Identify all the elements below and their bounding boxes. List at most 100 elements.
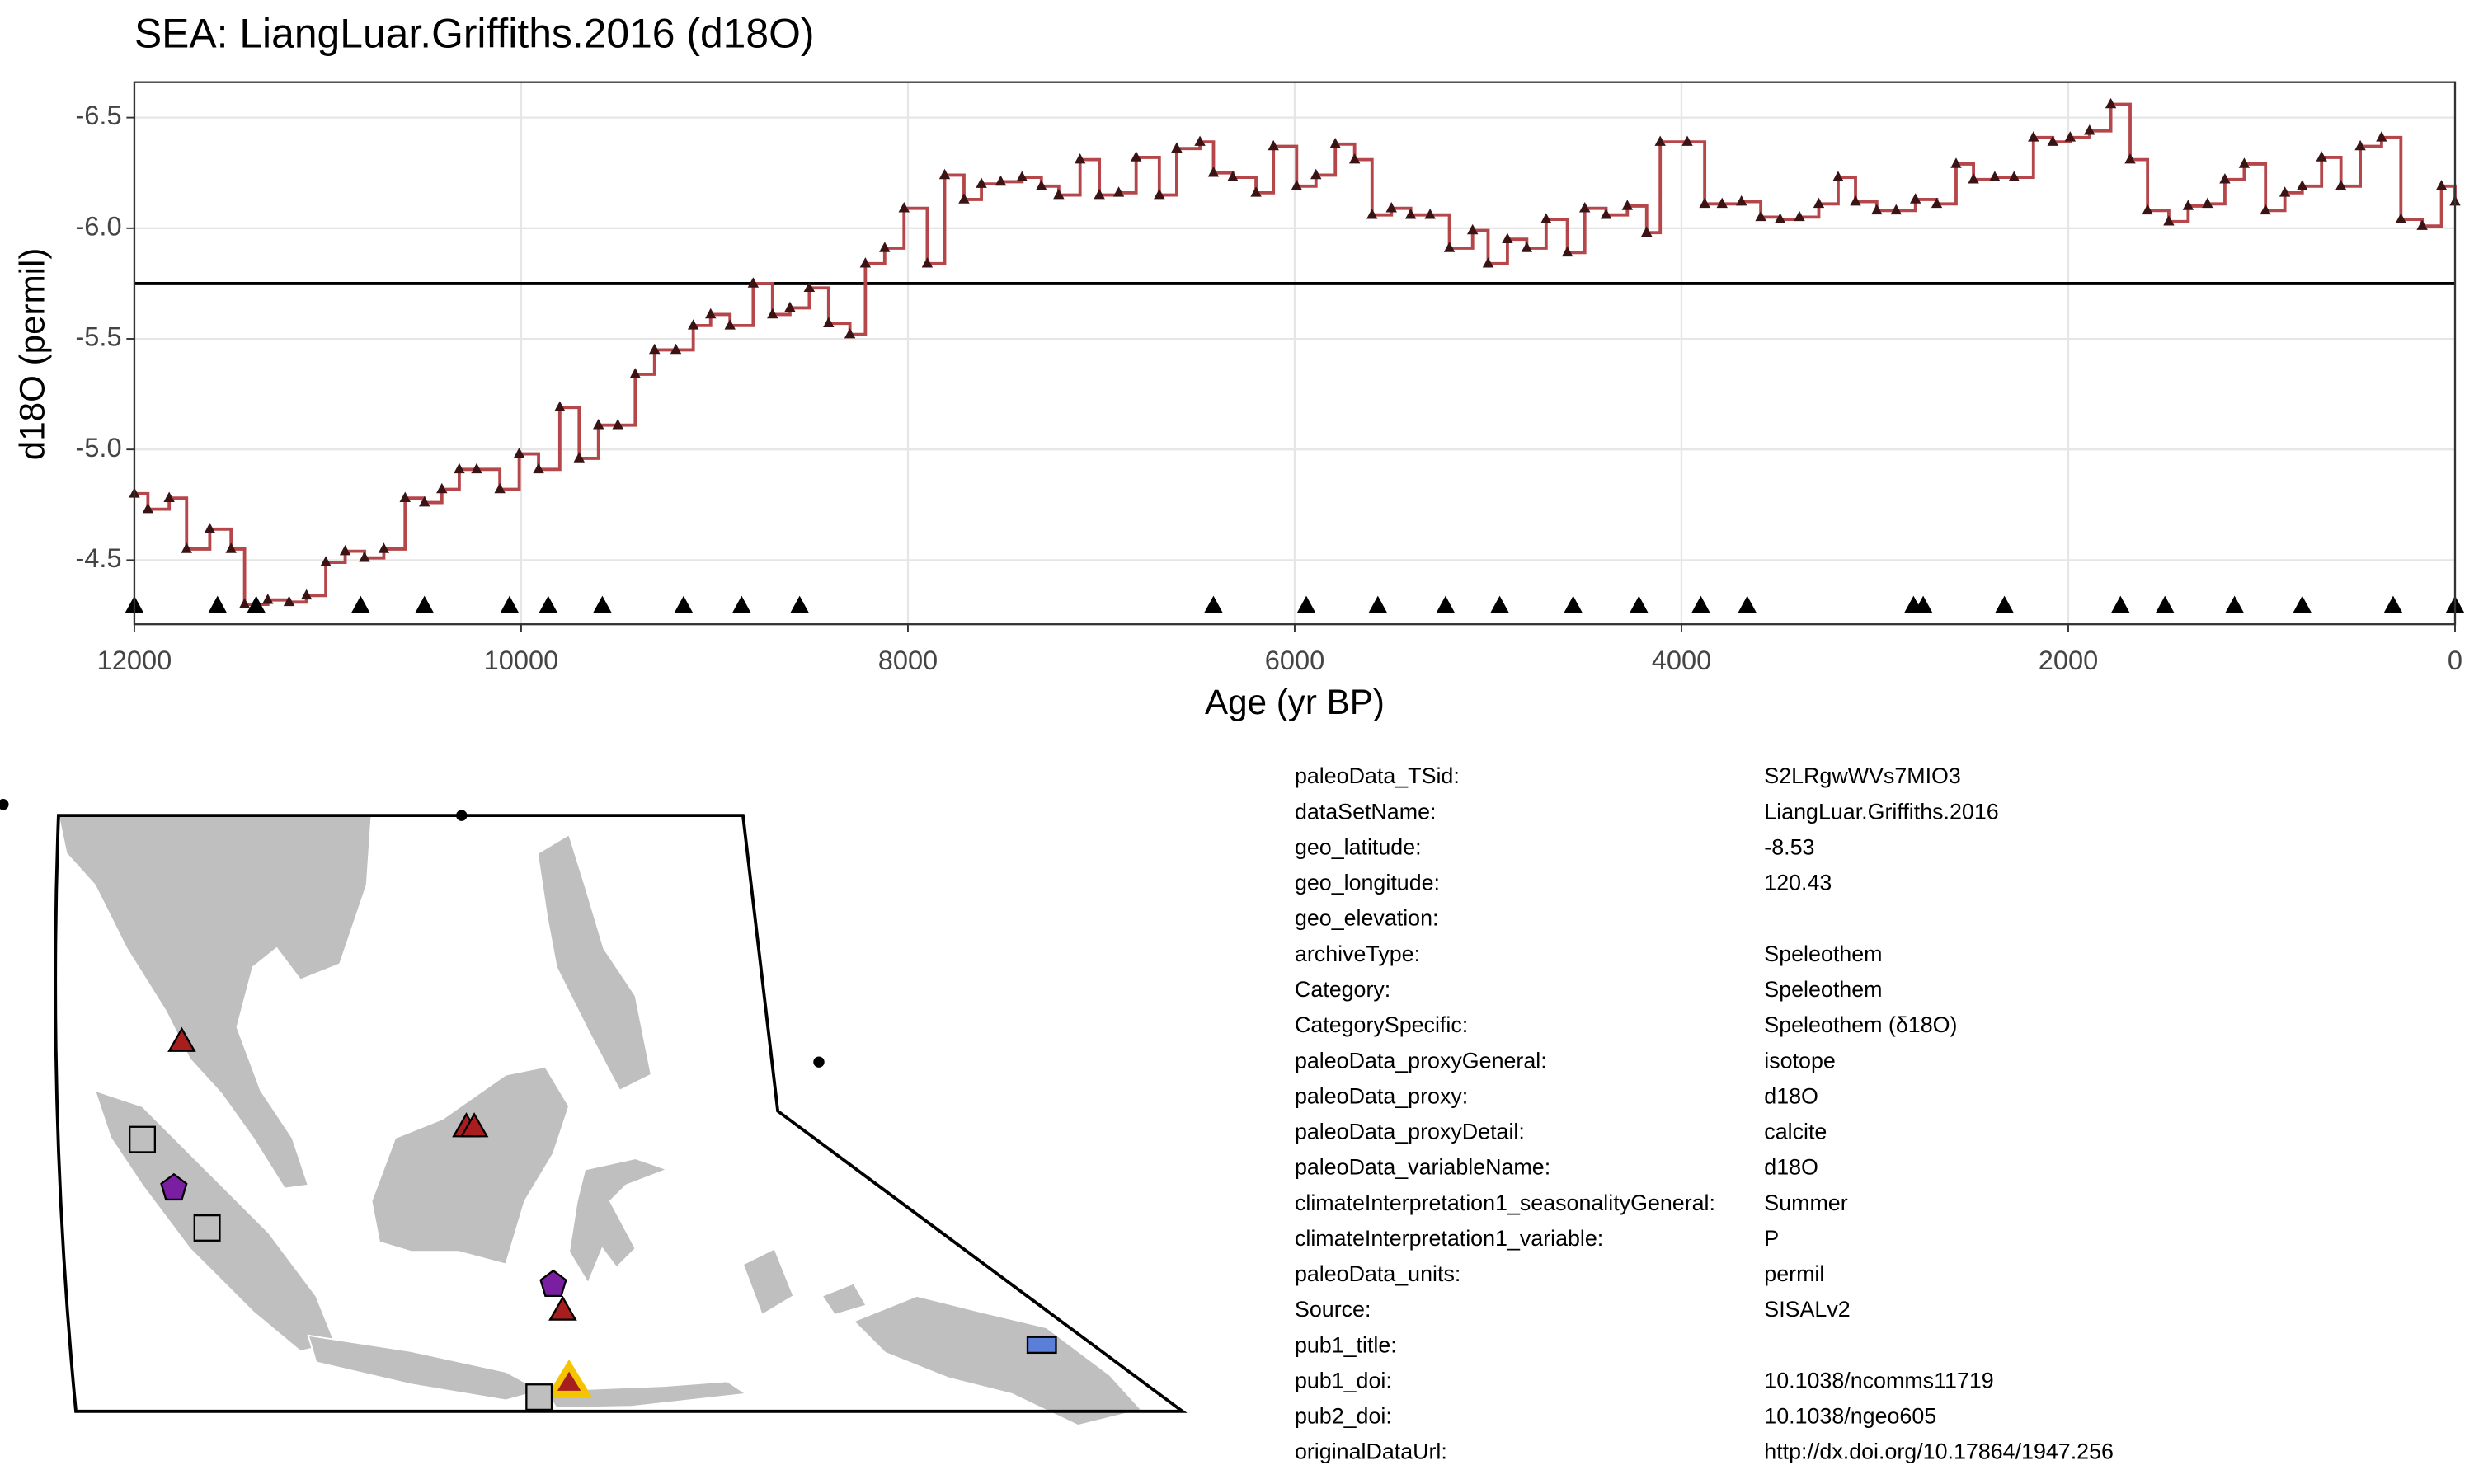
data-point bbox=[1154, 188, 1165, 200]
data-point bbox=[1424, 209, 1436, 219]
metadata-value: Speleothem bbox=[1764, 942, 1882, 966]
step-line bbox=[2321, 156, 2343, 186]
step-line bbox=[2130, 157, 2150, 211]
age-control-point bbox=[731, 595, 751, 613]
age-control-point bbox=[2110, 595, 2130, 613]
step-line bbox=[231, 547, 247, 605]
metadata-value: SISALv2 bbox=[1764, 1297, 1850, 1322]
data-point bbox=[1227, 171, 1239, 181]
data-point bbox=[921, 257, 934, 268]
data-point bbox=[1579, 201, 1591, 213]
data-point bbox=[283, 595, 295, 607]
age-control-point bbox=[1738, 595, 1757, 613]
data-point bbox=[1329, 138, 1341, 148]
data-point bbox=[494, 482, 506, 494]
data-point bbox=[1735, 195, 1747, 206]
age-control-point bbox=[500, 595, 520, 613]
age-control-point bbox=[208, 595, 228, 613]
step-line bbox=[1118, 157, 1138, 195]
step-line bbox=[1273, 144, 1299, 186]
data-point bbox=[1250, 186, 1262, 197]
metadata-value: 10.1038/ncomms11719 bbox=[1764, 1368, 1993, 1392]
metadata-key: climateInterpretation1_seasonalityGenera… bbox=[1295, 1190, 1715, 1215]
data-point bbox=[803, 281, 816, 293]
data-point bbox=[1036, 180, 1047, 190]
step-line bbox=[1936, 163, 1958, 206]
data-point bbox=[1813, 197, 1825, 209]
step-line bbox=[2089, 104, 2113, 133]
data-point bbox=[2416, 219, 2428, 230]
data-point bbox=[2084, 124, 2095, 135]
x-tick-label: 10000 bbox=[484, 646, 559, 675]
data-point bbox=[418, 495, 430, 507]
age-control-point bbox=[1436, 595, 1456, 613]
metadata-table: paleoData_TSid: S2LRgwWVs7MIO3 dataSetName… bbox=[1295, 763, 2114, 1463]
data-point bbox=[204, 523, 216, 533]
data-point bbox=[1310, 168, 1322, 180]
metadata-key: pub1_title: bbox=[1295, 1332, 1397, 1357]
metadata-key: archiveType: bbox=[1295, 942, 1420, 966]
age-control-point bbox=[2383, 595, 2403, 613]
data-point bbox=[2354, 139, 2366, 151]
land bbox=[57, 815, 1143, 1427]
step-line bbox=[539, 407, 562, 472]
data-point bbox=[823, 317, 835, 327]
step-line bbox=[1449, 230, 1475, 250]
step-line bbox=[2265, 192, 2287, 213]
metadata-value: Summer bbox=[1764, 1190, 1847, 1215]
data-point bbox=[436, 482, 448, 494]
metadata-value: P bbox=[1764, 1226, 1779, 1251]
age-control-point bbox=[1203, 595, 1223, 613]
data-point bbox=[687, 319, 699, 330]
step-line bbox=[635, 350, 656, 376]
age-control-point bbox=[1913, 595, 1933, 613]
step-line bbox=[1354, 157, 1374, 215]
age-control-point bbox=[1629, 595, 1649, 613]
data-point bbox=[339, 544, 351, 556]
metadata-value: http://dx.doi.org/10.17864/1947.256 bbox=[1764, 1439, 2114, 1464]
step-line bbox=[1079, 157, 1102, 195]
data-point bbox=[359, 552, 370, 562]
metadata-value: LiangLuar.Griffiths.2016 bbox=[1764, 799, 1998, 824]
data-point bbox=[2064, 131, 2077, 142]
data-point bbox=[1910, 193, 1921, 204]
x-tick-label: 2000 bbox=[2039, 646, 2098, 675]
data-point bbox=[262, 594, 274, 604]
step-line bbox=[809, 286, 830, 324]
data-point bbox=[2008, 171, 2020, 181]
data-point bbox=[1699, 197, 1710, 209]
data-point bbox=[649, 343, 661, 355]
data-point bbox=[958, 193, 970, 204]
step-line bbox=[2340, 146, 2363, 188]
step-line bbox=[1799, 204, 1821, 219]
data-point bbox=[1794, 210, 1805, 222]
data-point bbox=[1716, 197, 1728, 209]
data-point bbox=[2297, 180, 2308, 190]
data-point bbox=[1291, 180, 1303, 190]
data-point bbox=[724, 319, 736, 330]
metadata-key: climateInterpretation1_variable: bbox=[1295, 1226, 1603, 1251]
metadata-key: paleoData_proxyGeneral: bbox=[1295, 1048, 1547, 1073]
data-point bbox=[1654, 135, 1666, 146]
data-point bbox=[1540, 213, 1552, 223]
step-line bbox=[1058, 159, 1082, 197]
step-line bbox=[618, 373, 637, 427]
age-control-point bbox=[350, 595, 370, 613]
age-control-point bbox=[790, 595, 810, 613]
data-point bbox=[1989, 171, 2001, 181]
step-line bbox=[500, 453, 521, 491]
step-line bbox=[2381, 135, 2403, 220]
metadata-key: dataSetName: bbox=[1295, 799, 1437, 824]
step-line bbox=[579, 425, 600, 460]
x-tick-label: 4000 bbox=[1652, 646, 1711, 675]
step-line bbox=[1488, 239, 1509, 265]
step-line bbox=[209, 527, 233, 549]
step-line bbox=[1256, 146, 1276, 195]
data-point bbox=[1890, 204, 1902, 215]
data-point bbox=[1053, 188, 1065, 200]
data-point bbox=[593, 418, 604, 430]
x-tick-label: 6000 bbox=[1265, 646, 1324, 675]
metadata-key: originalDataUrl: bbox=[1295, 1439, 1447, 1464]
data-point bbox=[1968, 173, 1979, 184]
